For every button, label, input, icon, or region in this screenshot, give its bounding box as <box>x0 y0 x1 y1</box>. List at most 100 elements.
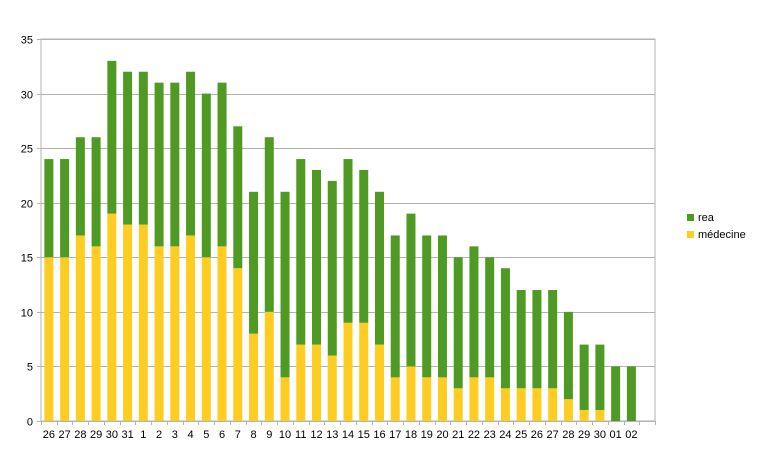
x-tick-label: 21 <box>452 429 464 441</box>
bar-rea <box>500 268 510 389</box>
bar-medecine <box>201 257 211 421</box>
bar-medecine <box>343 322 353 421</box>
legend-swatch <box>687 214 694 221</box>
bar-medecine <box>437 377 447 421</box>
bar-medecine <box>469 377 479 421</box>
x-tick-label: 27 <box>547 429 559 441</box>
x-tick-label: 6 <box>219 429 225 441</box>
x-tick-label: 1 <box>140 429 146 441</box>
bar-medecine <box>532 388 542 421</box>
y-tick-label: 25 <box>21 144 33 156</box>
legend-label: rea <box>698 212 715 224</box>
bar-rea <box>626 366 636 421</box>
bar-rea <box>186 71 196 236</box>
bar-medecine <box>217 246 227 421</box>
bar-rea <box>264 137 274 312</box>
x-tick-label: 01 <box>610 429 622 441</box>
bar-rea <box>563 311 573 400</box>
bar-medecine <box>154 246 164 421</box>
bar-medecine <box>296 344 306 421</box>
x-tick-label: 18 <box>405 429 417 441</box>
bar-rea <box>579 344 589 411</box>
bar-medecine <box>249 333 259 421</box>
bar-medecine <box>359 322 369 421</box>
x-tick-label: 26 <box>43 429 55 441</box>
bar-rea <box>154 82 164 247</box>
x-tick-label: 27 <box>58 429 70 441</box>
bar-rea <box>201 93 211 258</box>
bar-rea <box>44 159 54 258</box>
x-tick-label: 25 <box>515 429 527 441</box>
bar-rea <box>485 257 495 378</box>
x-tick-label: 17 <box>389 429 401 441</box>
bar-medecine <box>123 224 133 421</box>
bars <box>44 60 636 421</box>
x-tick-label: 16 <box>373 429 385 441</box>
x-tick-label: 31 <box>121 429 133 441</box>
x-tick-label: 24 <box>499 429 511 441</box>
bar-rea <box>170 82 180 247</box>
bar-rea <box>595 344 605 411</box>
bar-medecine <box>138 224 148 421</box>
x-tick-label: 29 <box>90 429 102 441</box>
bar-medecine <box>107 213 117 421</box>
x-tick-label: 7 <box>235 429 241 441</box>
bar-rea <box>327 180 337 356</box>
x-tick-label: 23 <box>484 429 496 441</box>
bar-rea <box>280 191 290 378</box>
bar-rea <box>359 169 369 323</box>
bar-medecine <box>170 246 180 421</box>
bar-medecine <box>374 344 384 421</box>
x-tick-label: 20 <box>436 429 448 441</box>
bar-medecine <box>186 235 196 421</box>
bar-medecine <box>563 399 573 421</box>
y-tick-label: 20 <box>21 199 33 211</box>
bar-rea <box>217 82 227 247</box>
x-tick-label: 8 <box>250 429 256 441</box>
bar-rea <box>453 257 463 389</box>
legend: rea médecine <box>687 212 746 241</box>
bar-medecine <box>233 268 243 421</box>
x-tick-label: 28 <box>562 429 574 441</box>
bar-medecine <box>406 366 416 421</box>
x-tick-label: 30 <box>106 429 118 441</box>
bar-rea <box>107 60 117 214</box>
bar-rea <box>233 126 243 269</box>
x-tick-label: 29 <box>578 429 590 441</box>
y-tick-label: 10 <box>21 308 33 320</box>
x-tick-label: 4 <box>188 429 194 441</box>
bar-medecine <box>453 388 463 421</box>
bar-rea <box>437 235 447 378</box>
x-tick-label: 14 <box>342 429 354 441</box>
bar-rea <box>296 159 306 345</box>
bar-rea <box>374 191 384 345</box>
bar-rea <box>312 169 322 345</box>
y-tick-label: 15 <box>21 253 33 265</box>
x-tick-label: 19 <box>421 429 433 441</box>
bar-rea <box>390 235 400 378</box>
x-tick-label: 9 <box>266 429 272 441</box>
bar-rea <box>138 71 148 225</box>
x-tick-label: 11 <box>295 429 306 441</box>
y-tick-label: 0 <box>27 417 33 429</box>
bar-rea <box>343 159 353 323</box>
bar-rea <box>91 137 101 247</box>
bar-medecine <box>264 311 274 421</box>
bar-medecine <box>91 246 101 421</box>
x-tick-label: 15 <box>358 429 370 441</box>
x-tick-label: 22 <box>468 429 480 441</box>
bar-medecine <box>390 377 400 421</box>
x-tick-label: 10 <box>279 429 291 441</box>
bar-rea <box>548 290 558 389</box>
bar-rea <box>611 366 621 421</box>
bar-rea <box>532 290 542 389</box>
bar-medecine <box>75 235 85 421</box>
bar-rea <box>469 246 479 378</box>
x-tick-label: 12 <box>310 429 322 441</box>
bar-rea <box>249 191 259 334</box>
y-tick-label: 30 <box>21 90 33 102</box>
bar-medecine <box>422 377 432 421</box>
